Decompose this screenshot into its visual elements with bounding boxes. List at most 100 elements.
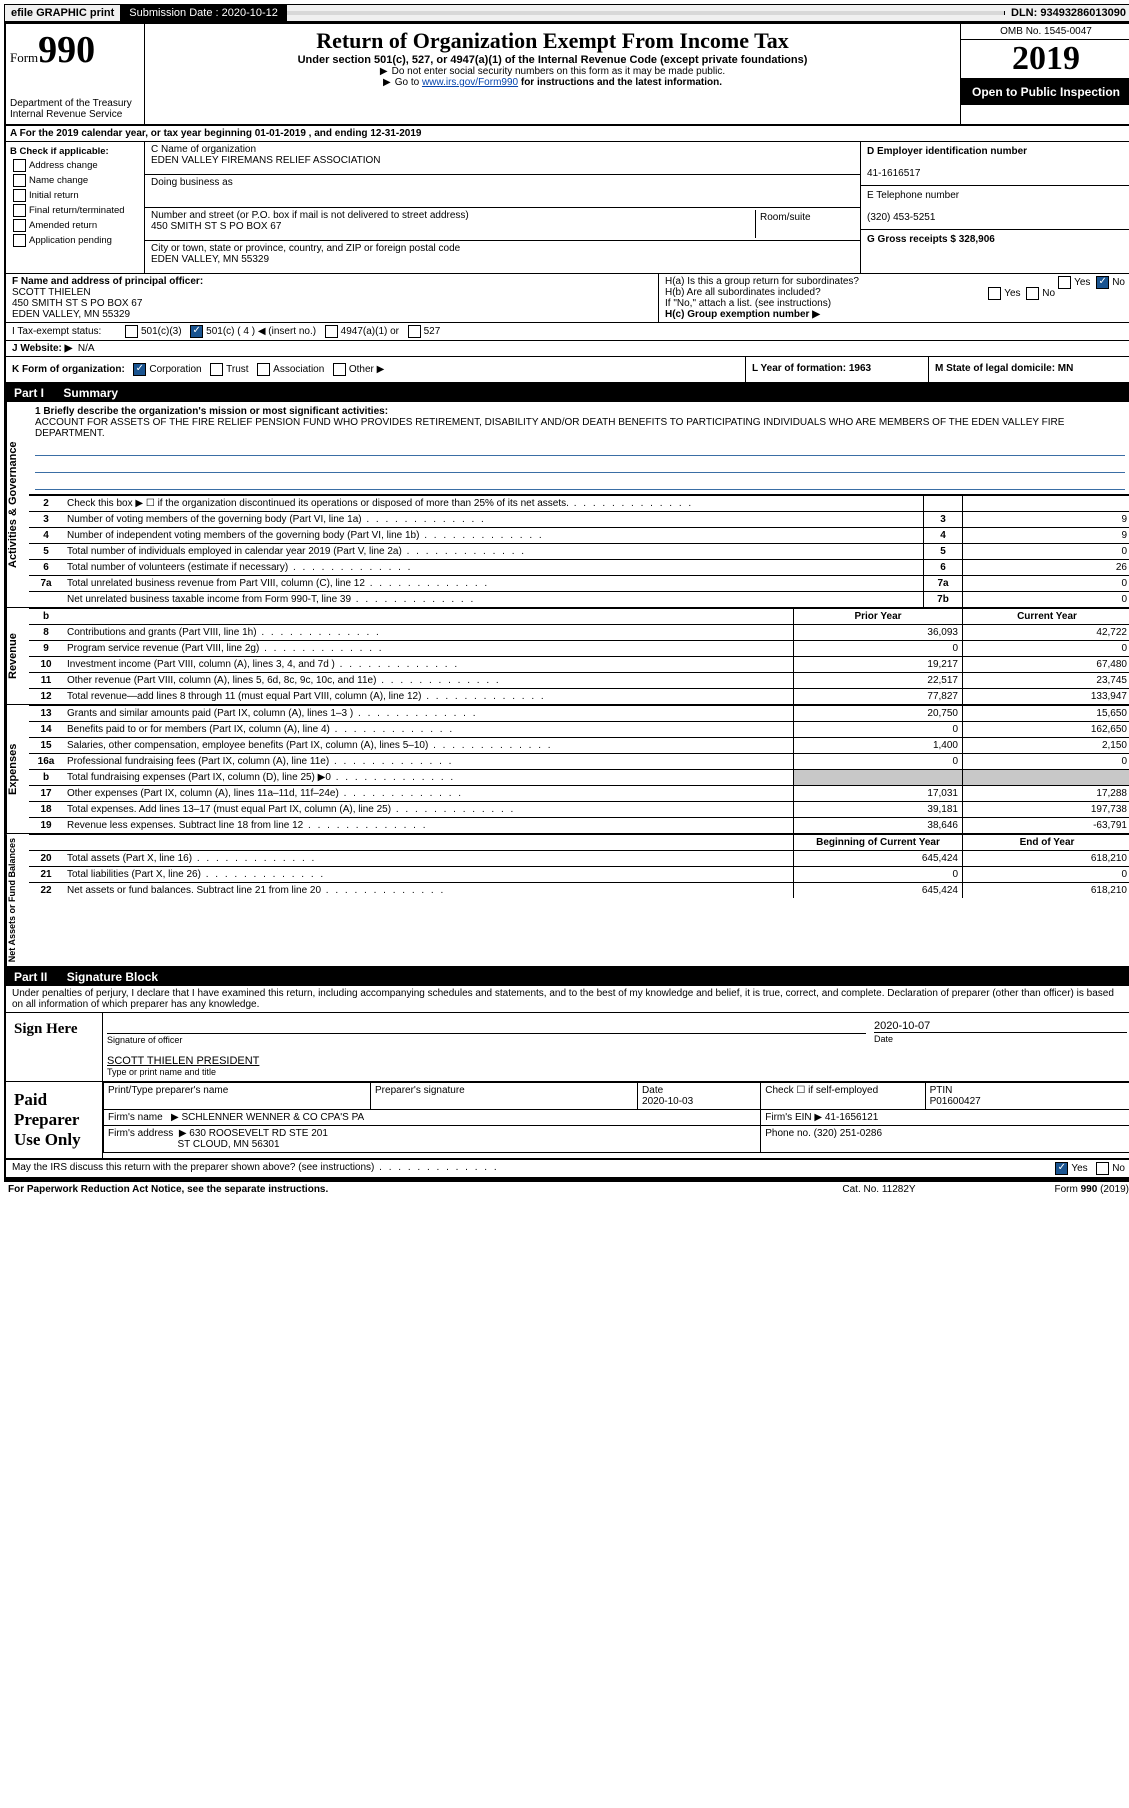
h-a-yes[interactable] xyxy=(1058,276,1071,289)
chk-corp[interactable]: ✓ xyxy=(133,363,146,376)
submission-date-pill: Submission Date : 2020-10-12 xyxy=(121,5,287,21)
table-row: 4Number of independent voting members of… xyxy=(29,528,1129,544)
city-label: City or town, state or province, country… xyxy=(151,243,854,254)
prior-year-hdr: Prior Year xyxy=(794,609,963,625)
form-subtitle: Under section 501(c), 527, or 4947(a)(1)… xyxy=(153,54,952,66)
part2-label: Part II xyxy=(14,970,47,984)
h-b-yes[interactable] xyxy=(988,287,1001,300)
chk-4947[interactable] xyxy=(325,325,338,338)
phone-value: (320) 453-5251 xyxy=(867,212,935,223)
table-row: 12Total revenue—add lines 8 through 11 (… xyxy=(29,689,1129,705)
exp-section: Expenses 13Grants and similar amounts pa… xyxy=(6,705,1129,834)
chk-527[interactable] xyxy=(408,325,421,338)
net-table: Beginning of Current Year End of Year 20… xyxy=(29,834,1129,898)
page-footer: For Paperwork Reduction Act Notice, see … xyxy=(4,1181,1129,1197)
ein-label: D Employer identification number xyxy=(867,146,1027,157)
prep-date: 2020-10-03 xyxy=(642,1096,693,1107)
check-b-column: B Check if applicable: Address change Na… xyxy=(6,142,145,273)
sign-date: 2020-10-07 xyxy=(874,1020,1127,1032)
sign-here-label: Sign Here xyxy=(6,1013,103,1081)
table-row: 5Total number of individuals employed in… xyxy=(29,544,1129,560)
ptin-lbl: PTIN xyxy=(930,1085,953,1096)
firm-ein: 41-1656121 xyxy=(825,1112,878,1123)
chk-name-change[interactable]: Name change xyxy=(10,174,140,187)
table-row: 15Salaries, other compensation, employee… xyxy=(29,738,1129,754)
pycy-header-row: b Prior Year Current Year xyxy=(29,609,1129,625)
sign-here-block: Sign Here Signature of officer SCOTT THI… xyxy=(6,1013,1129,1082)
table-row: 8Contributions and grants (Part VIII, li… xyxy=(29,625,1129,641)
firm-name: SCHLENNER WENNER & CO CPA'S PA xyxy=(171,1112,364,1123)
gov-table: 2Check this box ▶ ☐ if the organization … xyxy=(29,495,1129,607)
employer-column: D Employer identification number 41-1616… xyxy=(860,142,1129,273)
form-org-row: K Form of organization: ✓Corporation Tru… xyxy=(6,357,1129,384)
h-b-no[interactable] xyxy=(1026,287,1039,300)
website-row: J Website: ▶ N/A xyxy=(6,341,1129,357)
m-cell: M State of legal domicile: MN xyxy=(928,357,1129,382)
officer-addr2: EDEN VALLEY, MN 55329 xyxy=(12,309,130,320)
perjury-text: Under penalties of perjury, I declare th… xyxy=(6,986,1129,1013)
ptin-value: P01600427 xyxy=(930,1096,981,1107)
chk-trust[interactable] xyxy=(210,363,223,376)
discuss-yes[interactable]: ✓ xyxy=(1055,1162,1068,1175)
firm-addr-lbl: Firm's address xyxy=(108,1128,173,1139)
table-row: 2Check this box ▶ ☐ if the organization … xyxy=(29,496,1129,512)
form-number: 990 xyxy=(38,29,95,71)
row-a-tax-year: A For the 2019 calendar year, or tax yea… xyxy=(6,126,1129,142)
gross-receipts: G Gross receipts $ 328,906 xyxy=(867,234,995,245)
prep-name-lbl: Print/Type preparer's name xyxy=(104,1083,371,1110)
discuss-row: May the IRS discuss this return with the… xyxy=(6,1160,1129,1179)
h-b-note: If "No," attach a list. (see instruction… xyxy=(665,298,1125,309)
org-name: EDEN VALLEY FIREMANS RELIEF ASSOCIATION xyxy=(151,155,854,166)
table-row: 19Revenue less expenses. Subtract line 1… xyxy=(29,818,1129,834)
efile-label: efile GRAPHIC print xyxy=(5,5,121,21)
mission-text: ACCOUNT FOR ASSETS OF THE FIRE RELIEF PE… xyxy=(35,417,1064,439)
city-value: EDEN VALLEY, MN 55329 xyxy=(151,254,854,265)
tax-status-label: I Tax-exempt status: xyxy=(12,326,122,337)
paid-prep-label: Paid Preparer Use Only xyxy=(6,1082,103,1158)
vtab-net-assets: Net Assets or Fund Balances xyxy=(6,834,29,966)
header-left: Form990 Department of the Treasury Inter… xyxy=(6,24,145,124)
omb-number: OMB No. 1545-0047 xyxy=(961,24,1129,40)
form-title: Return of Organization Exempt From Incom… xyxy=(153,28,952,54)
website-label: J Website: ▶ xyxy=(12,343,72,354)
part1-title: Summary xyxy=(63,386,118,400)
note2-prefix: Go to xyxy=(383,77,422,88)
chk-initial-return[interactable]: Initial return xyxy=(10,189,140,202)
table-row: 6Total number of volunteers (estimate if… xyxy=(29,560,1129,576)
chk-address-change[interactable]: Address change xyxy=(10,159,140,172)
chk-assoc[interactable] xyxy=(257,363,270,376)
table-row: bTotal fundraising expenses (Part IX, co… xyxy=(29,770,1129,786)
toolbar-spacer xyxy=(287,11,1005,15)
part1-label: Part I xyxy=(14,386,44,400)
chk-other[interactable] xyxy=(333,363,346,376)
mission-label: 1 Briefly describe the organization's mi… xyxy=(35,406,388,417)
check-b-header: B Check if applicable: xyxy=(10,146,109,157)
vtab-revenue: Revenue xyxy=(6,608,29,704)
chk-final-return[interactable]: Final return/terminated xyxy=(10,204,140,217)
beg-year-hdr: Beginning of Current Year xyxy=(794,835,963,851)
irs-link[interactable]: www.irs.gov/Form990 xyxy=(422,77,518,88)
footer-right: Form 990 (2019) xyxy=(979,1184,1129,1195)
form-outer: Form990 Department of the Treasury Inter… xyxy=(4,22,1129,1181)
top-toolbar: efile GRAPHIC print Submission Date : 20… xyxy=(4,4,1129,22)
prep-self-employed[interactable]: Check ☐ if self-employed xyxy=(761,1083,925,1110)
chk-amended[interactable]: Amended return xyxy=(10,219,140,232)
form-word: Form xyxy=(10,50,38,65)
chk-501c3[interactable] xyxy=(125,325,138,338)
chk-app-pending[interactable]: Application pending xyxy=(10,234,140,247)
phone-cell: E Telephone number (320) 453-5251 xyxy=(861,186,1129,230)
phone-label: E Telephone number xyxy=(867,190,959,201)
addr-label: Number and street (or P.O. box if mail i… xyxy=(151,210,755,221)
table-row: 13Grants and similar amounts paid (Part … xyxy=(29,706,1129,722)
table-row: 10Investment income (Part VIII, column (… xyxy=(29,657,1129,673)
table-row: 18Total expenses. Add lines 13–17 (must … xyxy=(29,802,1129,818)
chk-501c[interactable]: ✓ xyxy=(190,325,203,338)
city-cell: City or town, state or province, country… xyxy=(145,241,860,273)
h-b-label: H(b) Are all subordinates included? xyxy=(665,287,821,298)
entity-block: B Check if applicable: Address change Na… xyxy=(6,142,1129,274)
l-cell: L Year of formation: 1963 xyxy=(745,357,928,382)
h-a-no[interactable]: ✓ xyxy=(1096,276,1109,289)
current-year-hdr: Current Year xyxy=(963,609,1129,625)
table-row: 17Other expenses (Part IX, column (A), l… xyxy=(29,786,1129,802)
discuss-no[interactable] xyxy=(1096,1162,1109,1175)
